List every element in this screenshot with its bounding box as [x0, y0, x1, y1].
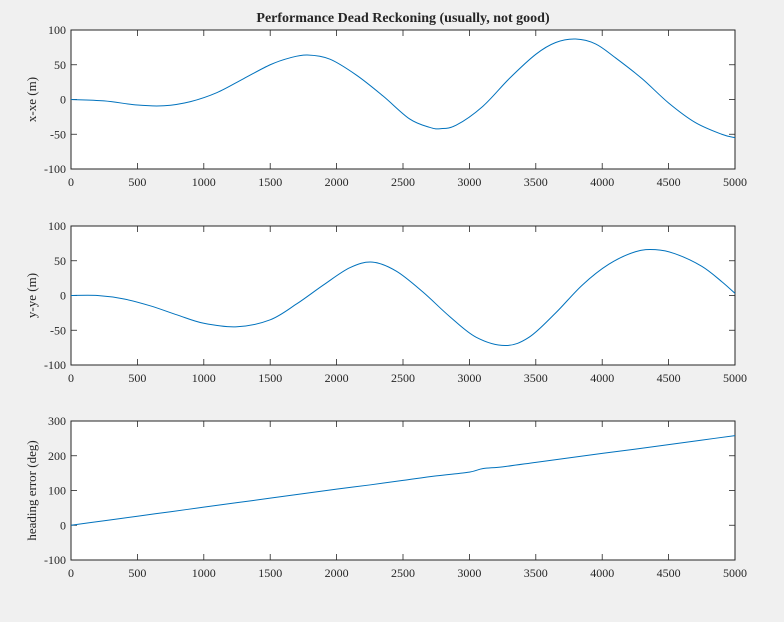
- x-tick-label: 2000: [325, 175, 349, 189]
- x-tick-label: 2500: [391, 566, 415, 580]
- x-tick-label: 4500: [657, 371, 681, 385]
- y-tick-label: 200: [48, 449, 66, 463]
- y-tick-label: -100: [44, 358, 66, 372]
- x-tick-label: 5000: [723, 566, 747, 580]
- y-tick-label: 300: [48, 414, 66, 428]
- x-tick-label: 3000: [457, 371, 481, 385]
- x-tick-label: 2000: [325, 371, 349, 385]
- y-tick-label: -100: [44, 553, 66, 567]
- x-tick-label: 4000: [590, 175, 614, 189]
- x-tick-label: 1500: [258, 371, 282, 385]
- x-tick-label: 0: [68, 566, 74, 580]
- x-tick-label: 4000: [590, 371, 614, 385]
- x-tick-label: 500: [128, 566, 146, 580]
- chart-title: Performance Dead Reckoning (usually, not…: [256, 11, 550, 26]
- x-tick-label: 1500: [258, 566, 282, 580]
- subplot-heading-error: 0 500 1000 1500 2000 2500 3000 3500 4000 4500 5000…: [24, 414, 747, 580]
- x-tick-label: 1000: [192, 371, 216, 385]
- x-tick-label: 4000: [590, 566, 614, 580]
- y-axis-label: x-xe (m): [24, 77, 39, 122]
- subplot-x-error: 0 500 1000 1500 2000 2500 3000 3500 4000 4500 5000…: [24, 23, 747, 189]
- x-tick-label: 3500: [524, 371, 548, 385]
- y-tick-label: -50: [50, 323, 66, 337]
- x-tick-label: 0: [68, 175, 74, 189]
- x-tick-label: 3500: [524, 566, 548, 580]
- y-tick-label: 100: [48, 23, 66, 37]
- x-tick-label: 500: [128, 371, 146, 385]
- x-tick-label: 0: [68, 371, 74, 385]
- y-axis-label: heading error (deg): [24, 440, 39, 540]
- x-tick-label: 2500: [391, 175, 415, 189]
- x-tick-label: 500: [128, 175, 146, 189]
- x-tick-label: 5000: [723, 371, 747, 385]
- x-tick-label: 2500: [391, 371, 415, 385]
- y-tick-label: 50: [54, 254, 66, 268]
- y-tick-label: 0: [60, 518, 66, 532]
- y-tick-label: 100: [48, 484, 66, 498]
- x-tick-label: 4500: [657, 175, 681, 189]
- y-tick-label: -50: [50, 127, 66, 141]
- series-line: [70, 38, 736, 139]
- y-tick-label: 0: [60, 93, 66, 107]
- y-tick-label: 100: [48, 219, 66, 233]
- x-tick-label: 2000: [325, 566, 349, 580]
- x-tick-label: 1000: [192, 566, 216, 580]
- subplot-y-error: 0 500 1000 1500 2000 2500 3000 3500 4000 4500 5000…: [24, 219, 747, 385]
- x-tick-label: 3000: [457, 175, 481, 189]
- series-line: [70, 435, 736, 526]
- x-tick-label: 4500: [657, 566, 681, 580]
- plot-area: [70, 420, 736, 561]
- plot-area: [70, 29, 736, 170]
- x-tick-label: 3500: [524, 175, 548, 189]
- y-tick-label: 50: [54, 58, 66, 72]
- x-tick-label: 1000: [192, 175, 216, 189]
- y-axis-label: y-ye (m): [24, 273, 39, 318]
- x-tick-label: 3000: [457, 566, 481, 580]
- y-tick-label: -100: [44, 162, 66, 176]
- x-tick-label: 1500: [258, 175, 282, 189]
- x-tick-label: 5000: [723, 175, 747, 189]
- plot-area: [70, 225, 736, 366]
- series-line: [70, 248, 736, 347]
- y-tick-label: 0: [60, 289, 66, 303]
